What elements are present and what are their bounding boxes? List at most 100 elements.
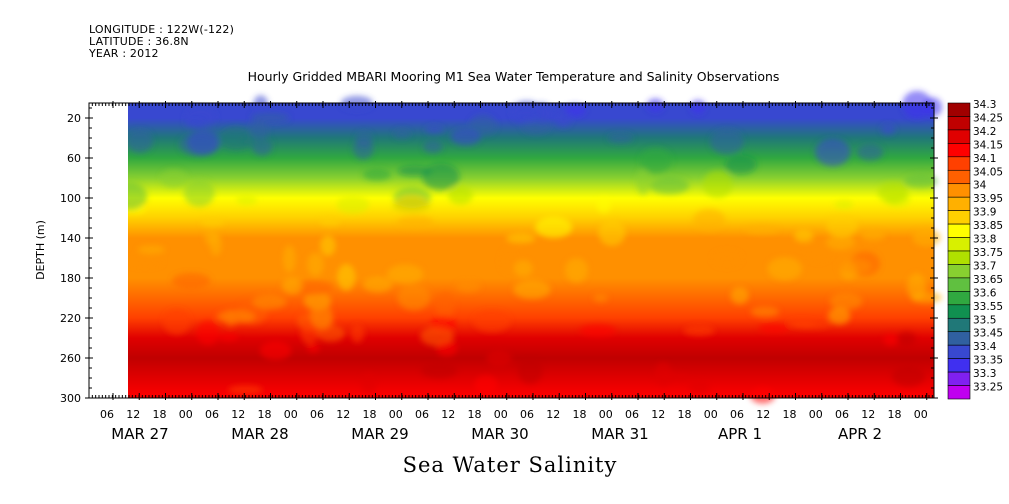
y-tick-label: 220: [60, 312, 81, 325]
chart-title: Hourly Gridded MBARI Mooring M1 Sea Wate…: [247, 69, 780, 84]
salinity-variability: [111, 90, 943, 404]
colorbar-label: 34.25: [973, 112, 1003, 124]
x-tick-label: 12: [756, 408, 770, 421]
colorbar-label: 33.5: [973, 314, 996, 326]
x-tick-label: 18: [363, 408, 377, 421]
colorbar-swatch: [947, 371, 971, 386]
x-tick-label: 06: [100, 408, 114, 421]
colorbar-label: 34.1: [973, 153, 996, 165]
colorbar-swatch: [947, 183, 971, 198]
x-date-label: MAR 30: [471, 425, 528, 443]
colorbar-swatch: [947, 358, 971, 373]
x-tick-label: 06: [625, 408, 639, 421]
x-tick-label: 00: [914, 408, 928, 421]
x-date-label: MAR 27: [111, 425, 168, 443]
y-tick-label: 20: [67, 112, 81, 125]
colorbar-label: 33.85: [973, 220, 1003, 232]
x-date-label: APR 2: [838, 425, 882, 443]
colorbar-label: 33.6: [973, 287, 997, 299]
colorbar-swatch: [947, 156, 971, 171]
x-tick-label: 06: [520, 408, 534, 421]
colorbar-label: 33.7: [973, 260, 996, 272]
x-tick-label: 18: [783, 408, 797, 421]
colorbar-swatch: [947, 116, 971, 131]
colorbar-swatch: [947, 223, 971, 238]
colorbar-label: 33.25: [973, 382, 1003, 394]
x-tick-label: 00: [284, 408, 298, 421]
x-tick-label: 12: [441, 408, 455, 421]
x-tick-label: 18: [258, 408, 272, 421]
colorbar-label: 33.4: [973, 341, 997, 353]
colorbar-label: 33.9: [973, 207, 996, 219]
x-tick-label: 00: [599, 408, 613, 421]
x-axis-label: Sea Water Salinity: [402, 453, 618, 477]
colorbar-label: 33.55: [973, 301, 1003, 313]
y-tick-label: 60: [67, 152, 81, 165]
x-tick-label: 18: [678, 408, 692, 421]
colorbar-swatch: [947, 129, 971, 144]
x-tick-label: 18: [153, 408, 167, 421]
x-tick-label: 18: [468, 408, 482, 421]
colorbar-swatch: [947, 277, 971, 292]
x-tick-label: 12: [336, 408, 350, 421]
year-label: YEAR : 2012: [89, 47, 159, 60]
x-tick-label: 00: [389, 408, 403, 421]
colorbar-swatch: [947, 250, 971, 265]
latitude-label: LATITUDE : 36.8N: [89, 35, 189, 48]
y-tick-label: 300: [60, 392, 81, 405]
colorbar-label: 33.75: [973, 247, 1003, 259]
colorbar-label: 34: [973, 180, 987, 192]
x-tick-label: 12: [231, 408, 245, 421]
x-tick-label: 12: [861, 408, 875, 421]
x-date-label: MAR 31: [591, 425, 648, 443]
colorbar-swatch: [947, 317, 971, 333]
x-date-label: MAR 29: [351, 425, 408, 443]
x-tick-label: 12: [651, 408, 665, 421]
plot-frame: [88, 102, 935, 399]
colorbar-swatch: [947, 102, 971, 117]
y-tick-label: 180: [60, 272, 81, 285]
longitude-label: LONGITUDE : 122W(-122): [89, 23, 235, 36]
x-date-label: MAR 28: [231, 425, 288, 443]
colorbar-swatch: [947, 304, 971, 319]
x-tick-label: 00: [704, 408, 718, 421]
x-tick-label: 06: [310, 408, 324, 421]
x-tick-label: 00: [494, 408, 508, 421]
colorbar-label: 34.3: [973, 99, 996, 111]
colorbar-label: 33.45: [973, 328, 1003, 340]
colorbar-swatch: [947, 169, 971, 185]
colorbar-swatch: [947, 291, 971, 306]
colorbar-label: 33.8: [973, 234, 996, 246]
colorbar-label: 34.05: [973, 166, 1003, 178]
x-tick-label: 18: [573, 408, 587, 421]
x-tick-label: 00: [179, 408, 193, 421]
colorbar-label: 33.95: [973, 193, 1003, 205]
colorbar-swatch: [947, 264, 971, 279]
y-tick-label: 260: [60, 352, 81, 365]
x-date-label: APR 1: [718, 425, 762, 443]
colorbar-label: 34.15: [973, 139, 1003, 151]
x-tick-label: 18: [888, 408, 902, 421]
x-tick-label: 06: [835, 408, 849, 421]
x-tick-label: 12: [126, 408, 140, 421]
x-tick-label: 06: [730, 408, 744, 421]
x-tick-label: 06: [205, 408, 219, 421]
colorbar-label: 33.35: [973, 355, 1003, 367]
colorbar-swatch: [947, 331, 971, 346]
colorbar-swatch: [947, 210, 971, 225]
y-tick-label: 140: [60, 232, 81, 245]
colorbar-label: 33.3: [973, 368, 996, 380]
colorbar-label: 34.2: [973, 126, 996, 138]
colorbar-swatch: [947, 385, 971, 400]
colorbar-label: 33.65: [973, 274, 1003, 286]
colorbar-swatch: [947, 196, 971, 211]
y-tick-label: 100: [60, 192, 81, 205]
x-tick-label: 06: [415, 408, 429, 421]
colorbar-swatch: [947, 237, 971, 252]
colorbar-swatch: [947, 344, 971, 359]
y-axis-label: DEPTH (m): [34, 220, 47, 280]
x-tick-label: 00: [809, 408, 823, 421]
colorbar-swatch: [947, 143, 971, 158]
x-tick-label: 12: [546, 408, 560, 421]
